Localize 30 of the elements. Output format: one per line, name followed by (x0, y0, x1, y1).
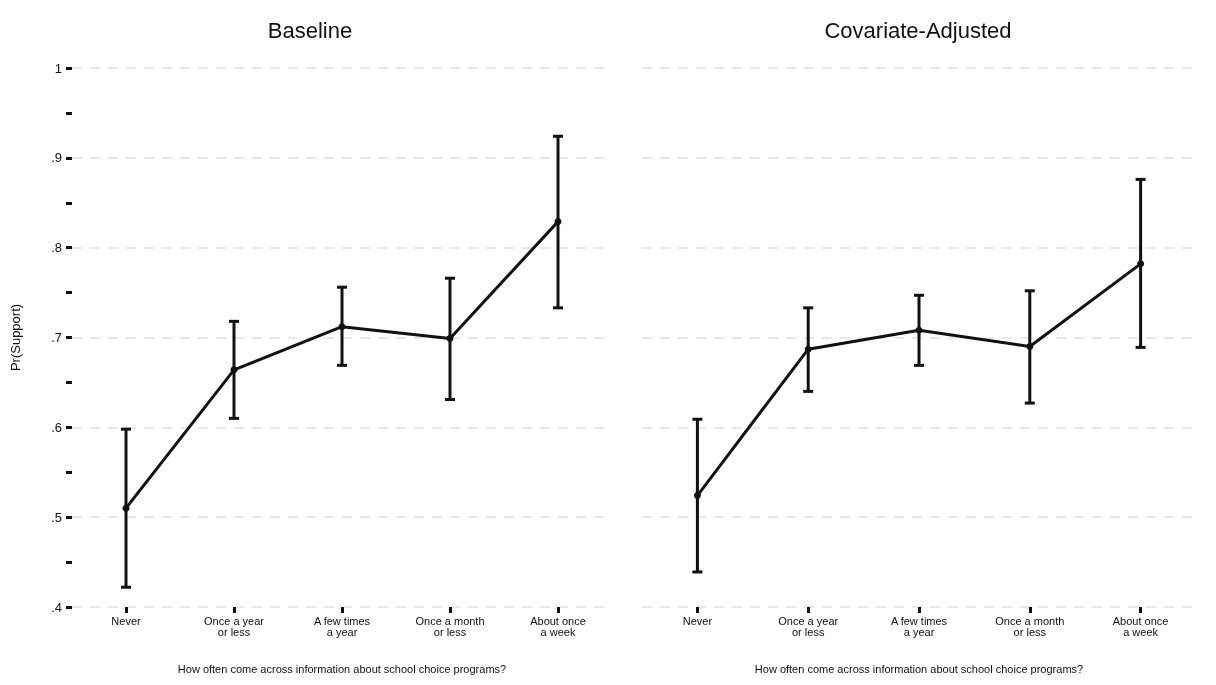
x-tick-label: About once a week (1112, 614, 1169, 638)
x-tick-label: Once a month or less (415, 614, 485, 638)
point (915, 326, 923, 334)
point (1137, 260, 1145, 268)
x-tick-label: Once a year or less (204, 614, 265, 638)
point (446, 334, 454, 342)
point (804, 345, 812, 353)
x-axis-title: How often come across information about school choice programs? (754, 662, 1084, 675)
point (554, 218, 562, 226)
chart-title: Baseline (267, 17, 353, 43)
x-axis-title: How often come across information about school choice programs? (177, 662, 507, 675)
x-tick-label: Never (682, 614, 713, 627)
point (338, 323, 346, 331)
y-tick-label: .7 (51, 330, 62, 345)
x-tick-label: Never (111, 614, 142, 627)
x-tick-label: About once a week (530, 614, 586, 638)
point (1026, 342, 1034, 350)
x-tick-label: A few times a year (890, 614, 948, 638)
y-tick-label: .6 (51, 419, 62, 435)
point (693, 492, 701, 500)
y-tick-label: .9 (51, 150, 62, 166)
y-tick-label: 1 (54, 60, 62, 76)
y-tick-label: .4 (51, 599, 62, 615)
y-tick-label: .8 (51, 240, 62, 256)
y-tick-label: .5 (51, 509, 62, 525)
y-axis-title: Pr(Support) (8, 303, 23, 372)
x-tick-label: Once a month or less (995, 614, 1065, 638)
x-tick-label: A few times a year (313, 614, 371, 638)
x-tick-label: Once a year or less (778, 614, 839, 638)
chart-title: Covariate-Adjusted (824, 17, 1012, 43)
